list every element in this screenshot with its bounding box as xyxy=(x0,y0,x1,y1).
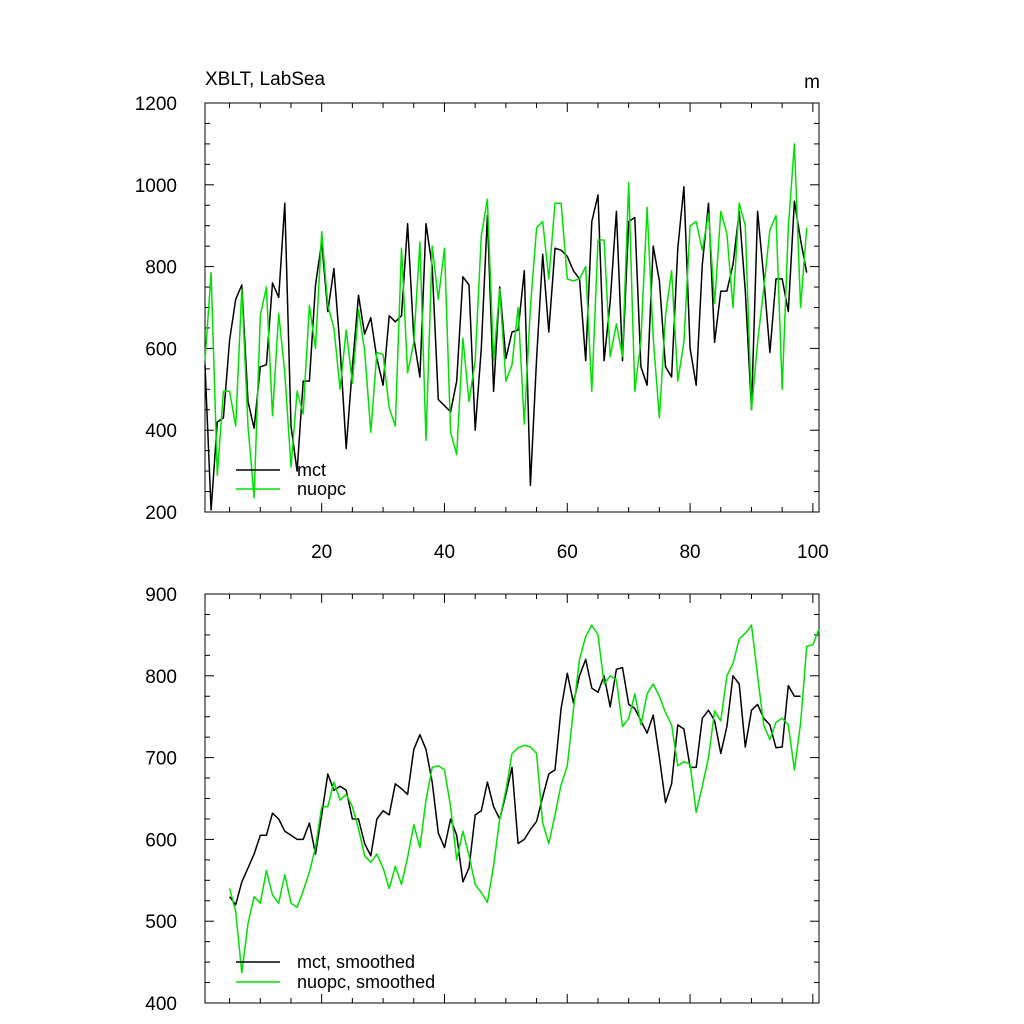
y-tick-label: 1000 xyxy=(135,176,177,197)
series-lines xyxy=(204,143,808,511)
y-tick-labels: 200 400 600 800 1000 1200 xyxy=(135,94,177,524)
y-tick-label: 600 xyxy=(145,339,177,360)
tick-marks xyxy=(205,593,819,1004)
tick-marks xyxy=(205,102,819,513)
chart-title: XBLT, LabSea xyxy=(205,69,326,90)
panel-xblt-smoothed: 400 500 600 700 800 900 mct, smoothed nuopc, … xyxy=(145,585,820,1015)
y-tick-label: 400 xyxy=(145,421,177,442)
x-tick-label: 40 xyxy=(434,542,455,563)
x-tick-label: 20 xyxy=(311,542,332,563)
y-tick-label: 900 xyxy=(145,585,177,606)
legend: mct nuopc xyxy=(236,460,346,499)
legend-label-mct-smoothed: mct, smoothed xyxy=(297,952,415,972)
series-line-nuopc xyxy=(204,143,808,499)
series-line-nuopc-smoothed xyxy=(228,624,820,974)
legend: mct, smoothed nuopc, smoothed xyxy=(236,952,435,992)
x-tick-label: 60 xyxy=(557,542,578,563)
x-tick-labels: 20 40 60 80 100 xyxy=(311,542,829,563)
y-tick-label: 200 xyxy=(145,503,177,524)
y-tick-label: 700 xyxy=(145,749,177,770)
series-line-mct-smoothed xyxy=(229,658,801,906)
y-tick-label: 400 xyxy=(145,994,177,1015)
series-line-mct xyxy=(204,186,808,511)
x-tick-label: 100 xyxy=(797,542,829,563)
plot-frame xyxy=(204,593,820,1004)
y-tick-label: 800 xyxy=(145,258,177,279)
legend-label-nuopc: nuopc xyxy=(297,479,346,499)
units-label: m xyxy=(804,72,820,93)
y-tick-labels: 400 500 600 700 800 900 xyxy=(145,585,177,1015)
series-lines xyxy=(228,624,820,974)
legend-label-nuopc-smoothed: nuopc, smoothed xyxy=(297,972,435,992)
y-tick-label: 600 xyxy=(145,830,177,851)
y-tick-label: 500 xyxy=(145,912,177,933)
legend-label-mct: mct xyxy=(297,460,326,480)
panel-xblt-raw: XBLT, LabSea m 200 400 600 800 1000 1200 20 40… xyxy=(135,69,829,563)
plot-frame xyxy=(204,102,820,513)
y-tick-label: 1200 xyxy=(135,94,177,115)
y-tick-label: 800 xyxy=(145,667,177,688)
x-tick-label: 80 xyxy=(679,542,700,563)
